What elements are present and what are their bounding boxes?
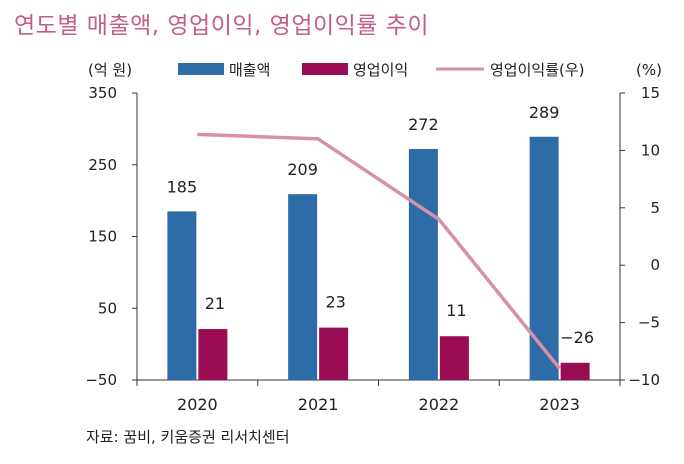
right-tick-label: 15 xyxy=(641,84,660,102)
bar-revenue xyxy=(167,211,197,380)
margin-line xyxy=(197,132,561,370)
left-tick-label: −50 xyxy=(85,371,117,389)
x-tick-label: 2022 xyxy=(419,395,460,414)
x-tick-label: 2021 xyxy=(298,395,339,414)
data-labels: 185 21 209 23 272 11 289 −26 xyxy=(167,103,594,347)
legend-label-operating-profit: 영업이익 xyxy=(353,61,408,79)
source-note: 자료: 꿈비, 키움증권 리서치센터 xyxy=(86,428,290,446)
right-tick-label: −5 xyxy=(638,314,660,332)
x-tick-label: 2020 xyxy=(177,395,218,414)
left-tick-label: 250 xyxy=(88,156,117,174)
bar-revenue xyxy=(529,136,559,380)
legend-swatch-revenue xyxy=(178,63,224,75)
data-label-revenue: 209 xyxy=(287,160,318,179)
bar-operating-profit xyxy=(439,336,469,380)
data-label-operating-profit: −26 xyxy=(560,328,594,347)
x-tick-label: 2023 xyxy=(539,395,580,414)
bars xyxy=(167,136,590,380)
left-tick-label: 350 xyxy=(88,84,117,102)
bar-revenue xyxy=(288,194,318,380)
right-axis-unit: (%) xyxy=(636,61,662,79)
data-label-operating-profit: 23 xyxy=(325,293,345,312)
right-tick-label: 10 xyxy=(641,141,660,159)
right-tick-label: 5 xyxy=(650,199,660,217)
left-tick-label: 50 xyxy=(98,299,117,317)
bar-operating-profit xyxy=(319,327,349,380)
legend-swatch-operating-profit xyxy=(302,63,348,75)
right-tick-label: 0 xyxy=(650,256,660,274)
data-label-revenue: 289 xyxy=(529,103,560,122)
legend: 매출액 영업이익 영업이익률(우) xyxy=(178,61,585,79)
legend-label-margin: 영업이익률(우) xyxy=(490,61,585,79)
data-label-revenue: 185 xyxy=(167,177,198,196)
right-tick-label: −10 xyxy=(628,371,660,389)
bar-operating-profit xyxy=(560,362,590,380)
legend-label-revenue: 매출액 xyxy=(229,61,270,79)
data-label-operating-profit: 21 xyxy=(205,294,225,313)
line-operating-margin xyxy=(197,132,561,370)
chart-title: 연도별 매출액, 영업이익, 영업이익률 추이 xyxy=(14,13,430,39)
bar-operating-profit xyxy=(198,329,228,380)
left-tick-label: 150 xyxy=(88,228,117,246)
data-label-operating-profit: 11 xyxy=(446,301,466,320)
bar-revenue xyxy=(408,148,438,380)
left-axis-unit: (억 원) xyxy=(88,61,132,79)
data-label-revenue: 272 xyxy=(408,115,439,134)
